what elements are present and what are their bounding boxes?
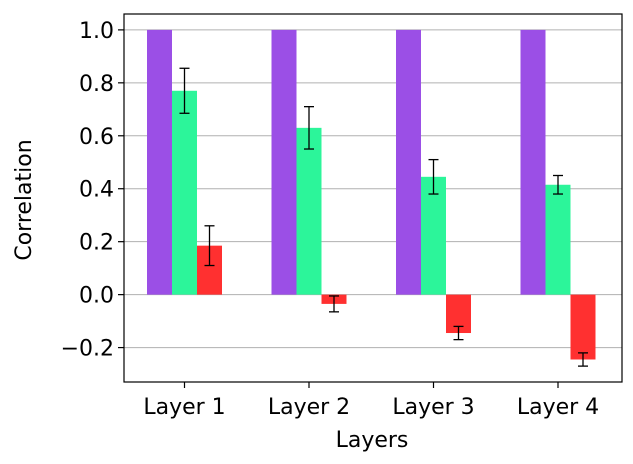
bar: [296, 127, 322, 295]
y-axis-label: Correlation: [12, 139, 37, 260]
bar: [545, 184, 571, 295]
y-tick-label: −0.2: [61, 337, 114, 362]
plot-frame: [123, 13, 623, 383]
bar: [271, 29, 297, 295]
x-tick-label: Layer 2: [268, 395, 350, 420]
y-tick-label: 0.0: [79, 284, 114, 309]
x-tick-label: Layer 3: [392, 395, 474, 420]
error-bars: [179, 67, 588, 367]
bar: [147, 29, 172, 295]
y-axis-ticks: −0.2 0.0 0.2 0.4 0.6 0.8 1.0: [61, 19, 124, 362]
bar: [396, 29, 421, 295]
bar: [172, 90, 197, 295]
y-tick-label: 0.8: [79, 72, 114, 97]
bar: [570, 294, 596, 360]
x-tick-label: Layer 4: [517, 395, 599, 420]
bar: [520, 29, 546, 295]
bar: [421, 176, 446, 295]
y-tick-label: 1.0: [79, 19, 114, 44]
y-tick-label: 0.4: [79, 178, 114, 203]
y-tick-label: 0.2: [79, 231, 114, 256]
y-tick-label: 0.6: [79, 125, 114, 150]
x-tick-label: Layer 1: [143, 395, 225, 420]
bars: [147, 29, 596, 360]
x-axis-ticks: Layer 1 Layer 2 Layer 3 Layer 4: [143, 382, 599, 420]
x-axis-label: Layers: [336, 428, 409, 453]
